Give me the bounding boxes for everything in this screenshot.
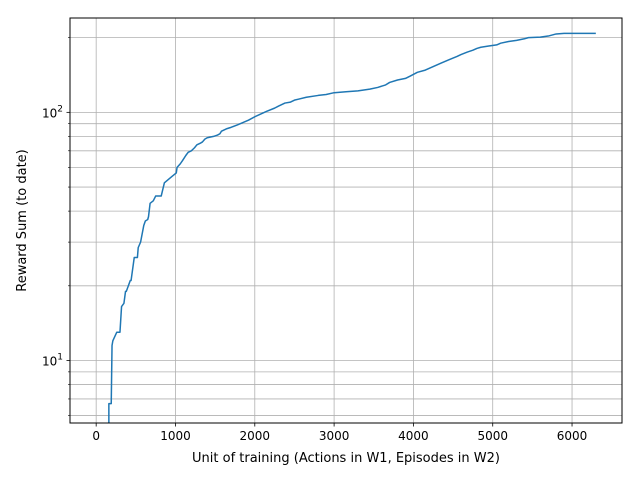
series-layer: [108, 32, 596, 423]
x-axis-label: Unit of training (Actions in W1, Episode…: [192, 451, 500, 466]
x-tick-label: 5000: [477, 429, 508, 443]
y-tick-label: 102: [42, 104, 63, 120]
x-tick-label: 2000: [240, 429, 271, 443]
ticks: 0 1000 2000 3000 4000 5000 6000 101 102: [42, 37, 588, 443]
x-tick-label: 4000: [398, 429, 429, 443]
x-tick-label: 3000: [319, 429, 350, 443]
x-tick-label: 6000: [557, 429, 588, 443]
x-tick-label: 1000: [160, 429, 191, 443]
series-line: [108, 32, 596, 423]
plot-area-frame: [69, 17, 623, 424]
x-tick-label: 0: [92, 429, 100, 443]
y-axis-label: Reward Sum (to date): [15, 149, 30, 291]
y-tick-label: 101: [42, 353, 63, 369]
